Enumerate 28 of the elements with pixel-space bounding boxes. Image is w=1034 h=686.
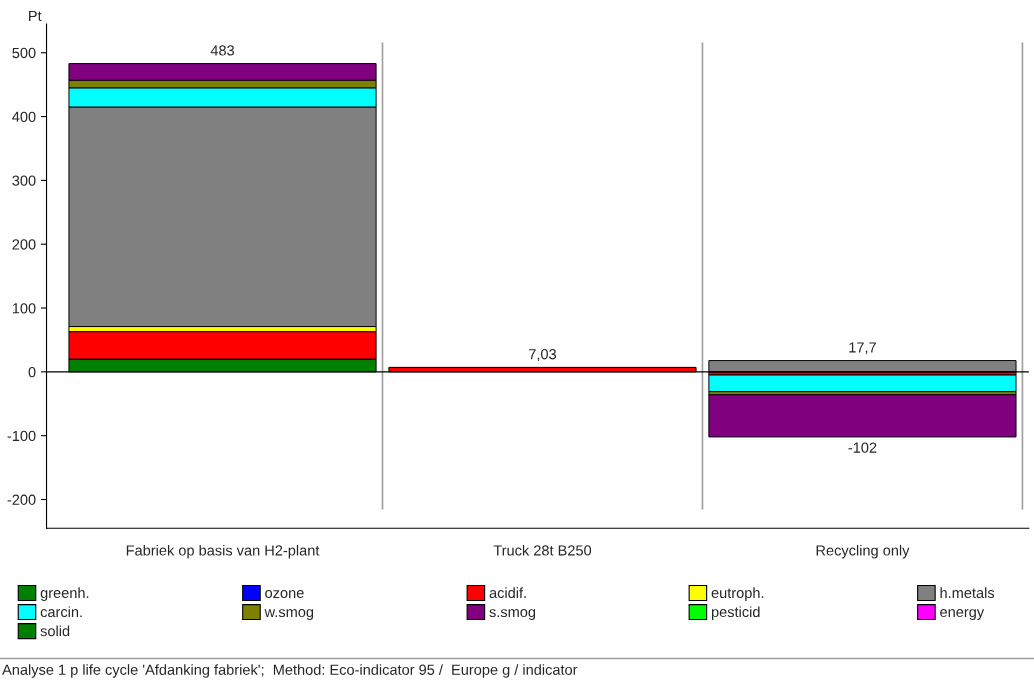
legend-label: acidif. [489, 587, 526, 599]
x-tick-label: Recycling only [816, 544, 910, 559]
y-tick-label: -100 [7, 430, 36, 442]
legend-label: greenh. [40, 587, 89, 601]
text: Analyse 1 p life cycle 'Afdanking fabriek'; Method: Eco-indicator 95 / Europe g / indicator [2, 664, 578, 678]
annotation: 7,03 [529, 349, 557, 362]
legend-label: pesticid [711, 606, 760, 620]
y-tick-label: -200 [7, 494, 36, 505]
legend-label: w.smog [264, 609, 314, 620]
legend-label: eutroph. [711, 587, 764, 601]
annotation: 483 [210, 45, 235, 56]
y-tick-label: 300 [12, 175, 36, 186]
annotation: 17,7 [849, 342, 876, 355]
legend-label: ozone [265, 590, 304, 599]
legend-label: energy [940, 609, 985, 620]
y-tick-label: 200 [12, 239, 36, 250]
legend-label: carcin. [40, 606, 82, 618]
annotation: -102 [848, 442, 877, 453]
x-tick-label: Truck 28t B250 [493, 544, 592, 556]
y-tick-label: 500 [12, 47, 36, 59]
legend-label: s.smog [489, 609, 536, 620]
y-axis-title: Pt [29, 10, 42, 22]
legend-label: h.metals [940, 587, 995, 599]
y-tick-label: 400 [12, 111, 36, 122]
x-tick-label: Fabriek op basis van H2-plant [126, 544, 320, 559]
legend-label: solid [40, 625, 70, 637]
y-tick-label: 0 [28, 366, 36, 378]
y-tick-label: 100 [12, 303, 36, 314]
